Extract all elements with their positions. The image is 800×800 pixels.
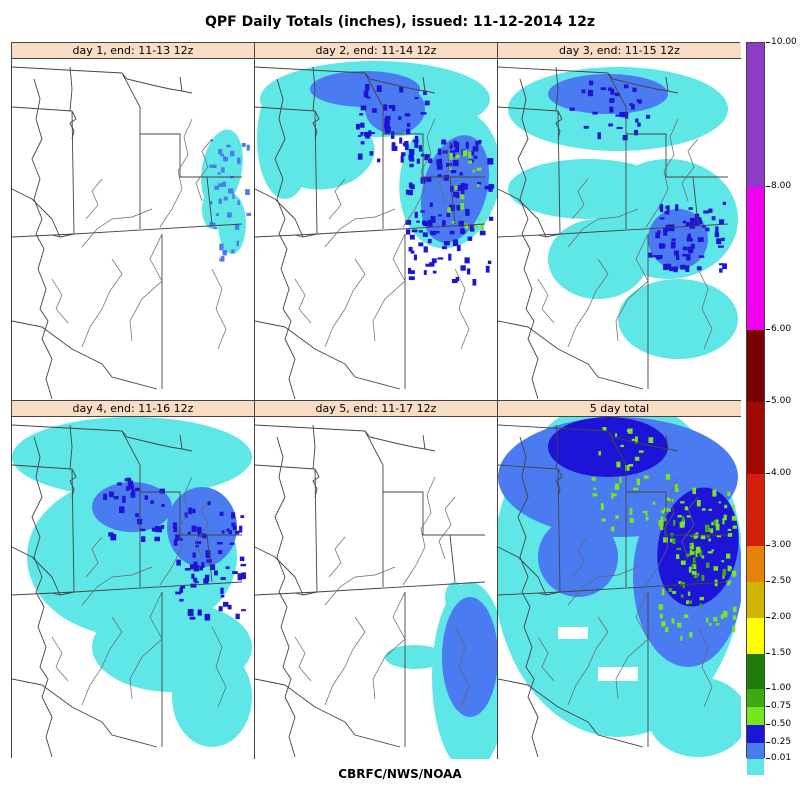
colorbar-segment (747, 707, 764, 725)
colorbar-label: 0.50 (771, 719, 792, 729)
colorbar-segment (747, 582, 764, 618)
colorbar-label: 2.00 (771, 612, 792, 622)
colorbar-label: 0.25 (771, 737, 792, 747)
precip-very-heavy-north (591, 427, 682, 532)
colorbar-label: 6.00 (771, 324, 792, 334)
colorbar-segment (747, 618, 764, 654)
colorbar-segment (747, 43, 764, 187)
river-network (51, 118, 227, 350)
precip-heavy (648, 201, 727, 273)
page-title: QPF Daily Totals (inches), issued: 11-12… (204, 14, 596, 30)
colorbar-label: 3.00 (771, 540, 792, 550)
precip-map (12, 66, 252, 400)
river-network (51, 476, 227, 708)
panel-day-3: day 3, end: 11-15 12z (498, 43, 741, 401)
panel-5-day-total: 5 day total (498, 401, 741, 759)
colorbar-tick (766, 617, 770, 618)
precip-very-heavy (447, 150, 484, 231)
precip-colorbar (746, 42, 765, 775)
colorbar-segment (747, 187, 764, 330)
panel-day-1: day 1, end: 11-13 12z (12, 43, 255, 401)
colorbar-tick (766, 688, 770, 689)
precip-map (498, 66, 738, 400)
map-boundaries (12, 424, 243, 758)
colorbar-label: 0.75 (771, 701, 792, 711)
panel-day-4: day 4, end: 11-16 12z (12, 401, 255, 759)
colorbar-segment (747, 474, 764, 546)
precip-light (201, 129, 246, 254)
colorbar-segment (747, 330, 764, 402)
colorbar-segment (747, 402, 764, 474)
colorbar-label: 0.01 (771, 753, 792, 763)
precip-moderate (442, 597, 497, 717)
panel-header: 5 day total (498, 401, 741, 417)
colorbar-tick (766, 473, 770, 474)
precip-map (255, 61, 497, 400)
river-network (294, 476, 470, 708)
colorbar-label: 5.00 (771, 396, 792, 406)
panel-day-2: day 2, end: 11-14 12z (255, 43, 498, 401)
colorbar-label: 4.00 (771, 468, 792, 478)
precip-heavy-north (569, 80, 651, 141)
colorbar-tick (766, 545, 770, 546)
panel-day-5: day 5, end: 11-17 12z (255, 401, 498, 759)
colorbar-tick (766, 401, 770, 402)
precip-map (498, 417, 741, 758)
map-boundaries (498, 424, 729, 758)
colorbar-tick (766, 706, 770, 707)
qpf-panel-grid: day 1, end: 11-13 12z day 2, end: 11-14 … (11, 42, 741, 759)
colorbar-label: 8.00 (771, 181, 792, 191)
colorbar-tick (766, 42, 770, 43)
colorbar-label: 10.00 (771, 37, 797, 47)
dry-patches (558, 627, 638, 681)
colorbar-segment (747, 689, 764, 707)
colorbar-tick (766, 758, 770, 759)
colorbar-label: 1.50 (771, 648, 792, 658)
colorbar-tick (766, 581, 770, 582)
colorbar-segment (747, 546, 764, 582)
colorbar-segment (747, 759, 764, 775)
precip-moderate (548, 74, 708, 269)
precip-heavy (172, 501, 247, 621)
panel-header: day 3, end: 11-15 12z (498, 43, 741, 59)
precip-map (255, 424, 497, 759)
panel-header: day 4, end: 11-16 12z (12, 401, 254, 417)
colorbar-tick (766, 653, 770, 654)
colorbar-tick (766, 742, 770, 743)
river-network (537, 476, 713, 708)
colorbar-segment (747, 725, 764, 743)
precip-heavy-north (356, 83, 430, 163)
map-boundaries (255, 66, 486, 400)
colorbar-tick (766, 724, 770, 725)
map-boundaries (12, 66, 243, 400)
colorbar-tick (766, 186, 770, 187)
precip-extreme (668, 516, 727, 608)
colorbar-segment (747, 654, 764, 689)
colorbar-label: 1.00 (771, 683, 792, 693)
map-boundaries (255, 424, 486, 758)
colorbar-segment (747, 743, 764, 759)
precip-heavy-north (103, 477, 165, 542)
precip-map (12, 417, 252, 758)
credit-footer: CBRFC/NWS/NOAA (338, 767, 462, 781)
map-boundaries (498, 66, 729, 400)
panel-header: day 1, end: 11-13 12z (12, 43, 254, 59)
panel-header: day 2, end: 11-14 12z (255, 43, 497, 59)
panel-header: day 5, end: 11-17 12z (255, 401, 497, 417)
river-network (537, 118, 713, 350)
precip-moderate (209, 139, 252, 262)
colorbar-label: 2.50 (771, 576, 792, 586)
colorbar-tick (766, 329, 770, 330)
precip-heavy (405, 139, 495, 286)
river-network (294, 118, 470, 350)
